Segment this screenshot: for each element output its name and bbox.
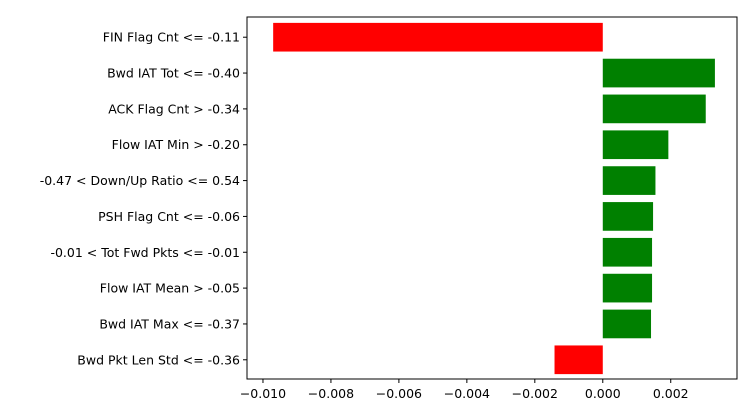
bar-4: [602, 130, 669, 160]
bar-5: [602, 166, 656, 195]
y-tick-label: Flow IAT Mean > -0.05: [100, 281, 240, 296]
bar-7: [602, 237, 653, 267]
bars-layer: [273, 22, 715, 375]
bar-6: [602, 202, 654, 231]
x-tick-label: −0.002: [512, 386, 558, 401]
y-tick-label: FIN Flag Cnt <= -0.11: [103, 30, 240, 45]
bar-8: [602, 273, 653, 303]
x-tick-labels: −0.010 −0.008 −0.006 −0.004 −0.002 0.000 0.002: [240, 379, 689, 401]
bar-2: [602, 58, 715, 88]
y-tick-label: Bwd IAT Tot <= -0.40: [107, 66, 240, 81]
x-tick-label: −0.010: [240, 386, 286, 401]
y-tick-label: Bwd Pkt Len Std <= -0.36: [77, 352, 240, 367]
bar-3: [602, 94, 706, 124]
x-tick-label: 0.002: [653, 386, 689, 401]
y-tick-label: -0.47 < Down/Up Ratio <= 0.54: [40, 173, 240, 188]
bar-1: [273, 22, 603, 52]
y-tick-label: PSH Flag Cnt <= -0.06: [98, 209, 240, 224]
plot-frame: [246, 16, 738, 380]
y-tick-label: Flow IAT Min > -0.20: [112, 137, 240, 152]
x-tick-label: −0.006: [376, 386, 422, 401]
x-tick-label: −0.008: [308, 386, 354, 401]
x-tick-label: 0.000: [585, 386, 621, 401]
axes-layer: [246, 16, 738, 380]
y-tick-label: Bwd IAT Max <= -0.37: [99, 316, 240, 331]
y-tick-label: ACK Flag Cnt > -0.34: [108, 101, 240, 116]
x-tick-label: −0.004: [444, 386, 490, 401]
y-tick-labels: FIN Flag Cnt <= -0.11 Bwd IAT Tot <= -0.4…: [40, 30, 247, 367]
y-tick-label: -0.01 < Tot Fwd Pkts <= -0.01: [50, 245, 240, 260]
bar-10: [554, 345, 603, 375]
bar-9: [602, 309, 652, 339]
